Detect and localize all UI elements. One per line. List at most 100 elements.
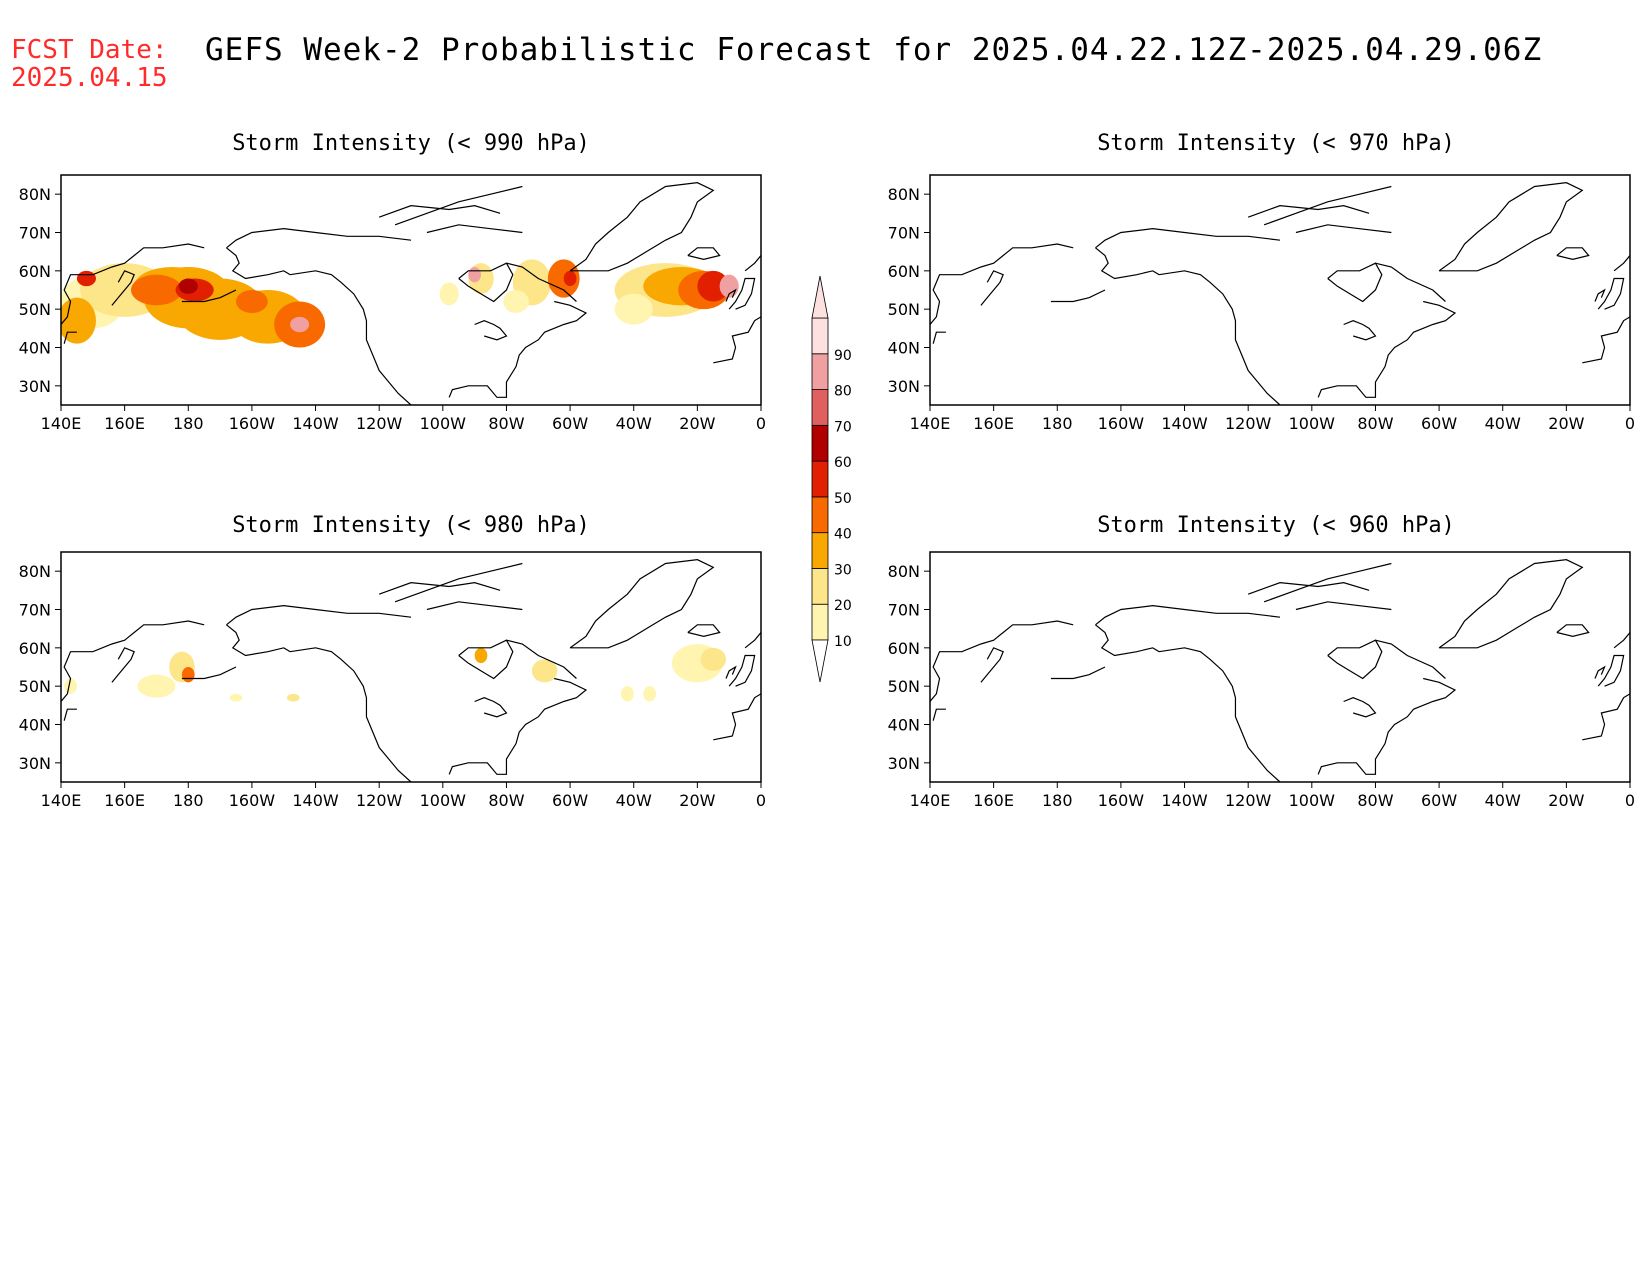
- coastline: [506, 639, 577, 679]
- coastline: [932, 331, 946, 344]
- lat-tick-label: 70N: [19, 601, 51, 620]
- lon-tick-label: 140W: [1161, 791, 1208, 810]
- lat-tick-label: 50N: [19, 300, 51, 319]
- probability-blob: [181, 667, 195, 683]
- probability-blob: [178, 278, 198, 294]
- lon-tick-label: 120W: [356, 791, 403, 810]
- coastline: [1327, 639, 1383, 680]
- coastline: [725, 665, 737, 679]
- coastline: [378, 205, 501, 218]
- probability-blob: [290, 316, 310, 333]
- coastline: [1295, 601, 1392, 611]
- coastline: [1375, 262, 1446, 302]
- fcst-date-label: FCST Date:: [11, 35, 168, 65]
- lon-tick-label: 80W: [488, 414, 524, 433]
- coastline: [1613, 255, 1630, 272]
- lat-tick-label: 30N: [888, 754, 920, 773]
- lon-tick-label: 100W: [1289, 414, 1336, 433]
- colorbar-upper-arrow: [811, 275, 829, 319]
- coastline: [980, 270, 1004, 306]
- fcst-date-value: 2025.04.15: [11, 63, 168, 93]
- lon-tick-label: 20W: [679, 414, 715, 433]
- coastline: [930, 620, 1074, 702]
- lon-tick-label: 80W: [488, 791, 524, 810]
- lon-tick-label: 180: [173, 791, 204, 810]
- lon-tick-label: 20W: [1548, 791, 1584, 810]
- map-frame: [929, 174, 1631, 406]
- coastline: [111, 647, 135, 683]
- lat-tick-label: 80N: [888, 185, 920, 204]
- lon-tick-label: 160E: [973, 791, 1014, 810]
- coastline: [1343, 697, 1377, 718]
- lon-tick-label: 140W: [1161, 414, 1208, 433]
- probability-blob: [614, 293, 653, 325]
- lon-tick-label: 180: [1042, 414, 1073, 433]
- lat-tick-label: 60N: [888, 639, 920, 658]
- lon-tick-label: 0: [1625, 791, 1635, 810]
- lon-tick-label: 160W: [1098, 791, 1145, 810]
- coastline: [744, 255, 761, 272]
- colorbar-segment: [811, 353, 829, 390]
- coastline: [1597, 277, 1625, 310]
- coastline: [458, 639, 514, 680]
- colorbar-label: 60: [834, 455, 852, 471]
- colorbar-label: 70: [834, 419, 852, 435]
- probability-blob: [236, 290, 268, 313]
- coastline: [1317, 677, 1457, 775]
- colorbar-label: 90: [834, 348, 852, 364]
- lon-tick-label: 100W: [1289, 791, 1336, 810]
- coastline: [1438, 559, 1584, 649]
- lon-tick-label: 60W: [1421, 414, 1457, 433]
- coastline: [426, 224, 523, 234]
- lon-tick-label: 180: [173, 414, 204, 433]
- coastline: [111, 270, 135, 306]
- lat-tick-label: 80N: [888, 562, 920, 581]
- coastline: [1295, 224, 1392, 234]
- probability-blob: [719, 274, 739, 298]
- colorbar-segment: [811, 603, 829, 641]
- lat-tick-label: 80N: [19, 562, 51, 581]
- coastline: [1095, 228, 1281, 249]
- lat-tick-label: 60N: [19, 639, 51, 658]
- lon-tick-label: 20W: [679, 791, 715, 810]
- coastline: [687, 247, 721, 260]
- probability-blob: [700, 647, 726, 671]
- coastline: [474, 697, 508, 718]
- lat-tick-label: 50N: [888, 300, 920, 319]
- colorbar-segment: [811, 460, 829, 498]
- map-panel-970: 140E 160E 180 160W 140W 120W 100W 80W 60W 40W 20W 0…: [888, 174, 1635, 433]
- probability-blob: [621, 686, 634, 702]
- coastline: [226, 247, 412, 405]
- coastline: [744, 632, 761, 649]
- probability-blob: [131, 274, 182, 306]
- coastline: [1263, 562, 1392, 603]
- probability-blob: [64, 678, 77, 694]
- colorbar-segment: [811, 424, 829, 462]
- colorbar: 10 20 30 40 50 60 70 80 90: [811, 275, 852, 683]
- lat-tick-label: 40N: [888, 339, 920, 358]
- lon-tick-label: 140E: [910, 791, 951, 810]
- lon-tick-label: 140E: [41, 414, 82, 433]
- coastline: [713, 316, 761, 364]
- probability-blob: [531, 659, 558, 683]
- probability-blob: [286, 693, 300, 702]
- lat-tick-label: 80N: [19, 185, 51, 204]
- coastline: [569, 182, 715, 272]
- probability-blob: [229, 693, 243, 702]
- lon-tick-label: 100W: [420, 414, 467, 433]
- lat-tick-label: 40N: [19, 716, 51, 735]
- colorbar-segment: [811, 389, 829, 426]
- lat-tick-label: 30N: [19, 377, 51, 396]
- lon-tick-label: 120W: [1225, 791, 1272, 810]
- lon-tick-label: 160W: [229, 791, 276, 810]
- coastline: [394, 185, 523, 226]
- lat-tick-label: 40N: [19, 339, 51, 358]
- lon-tick-label: 160E: [973, 414, 1014, 433]
- lat-tick-label: 30N: [19, 754, 51, 773]
- lon-tick-label: 160E: [104, 791, 145, 810]
- coastline: [1438, 182, 1584, 272]
- lon-tick-label: 140W: [292, 791, 339, 810]
- lat-tick-label: 50N: [888, 677, 920, 696]
- probability-blob: [503, 290, 529, 313]
